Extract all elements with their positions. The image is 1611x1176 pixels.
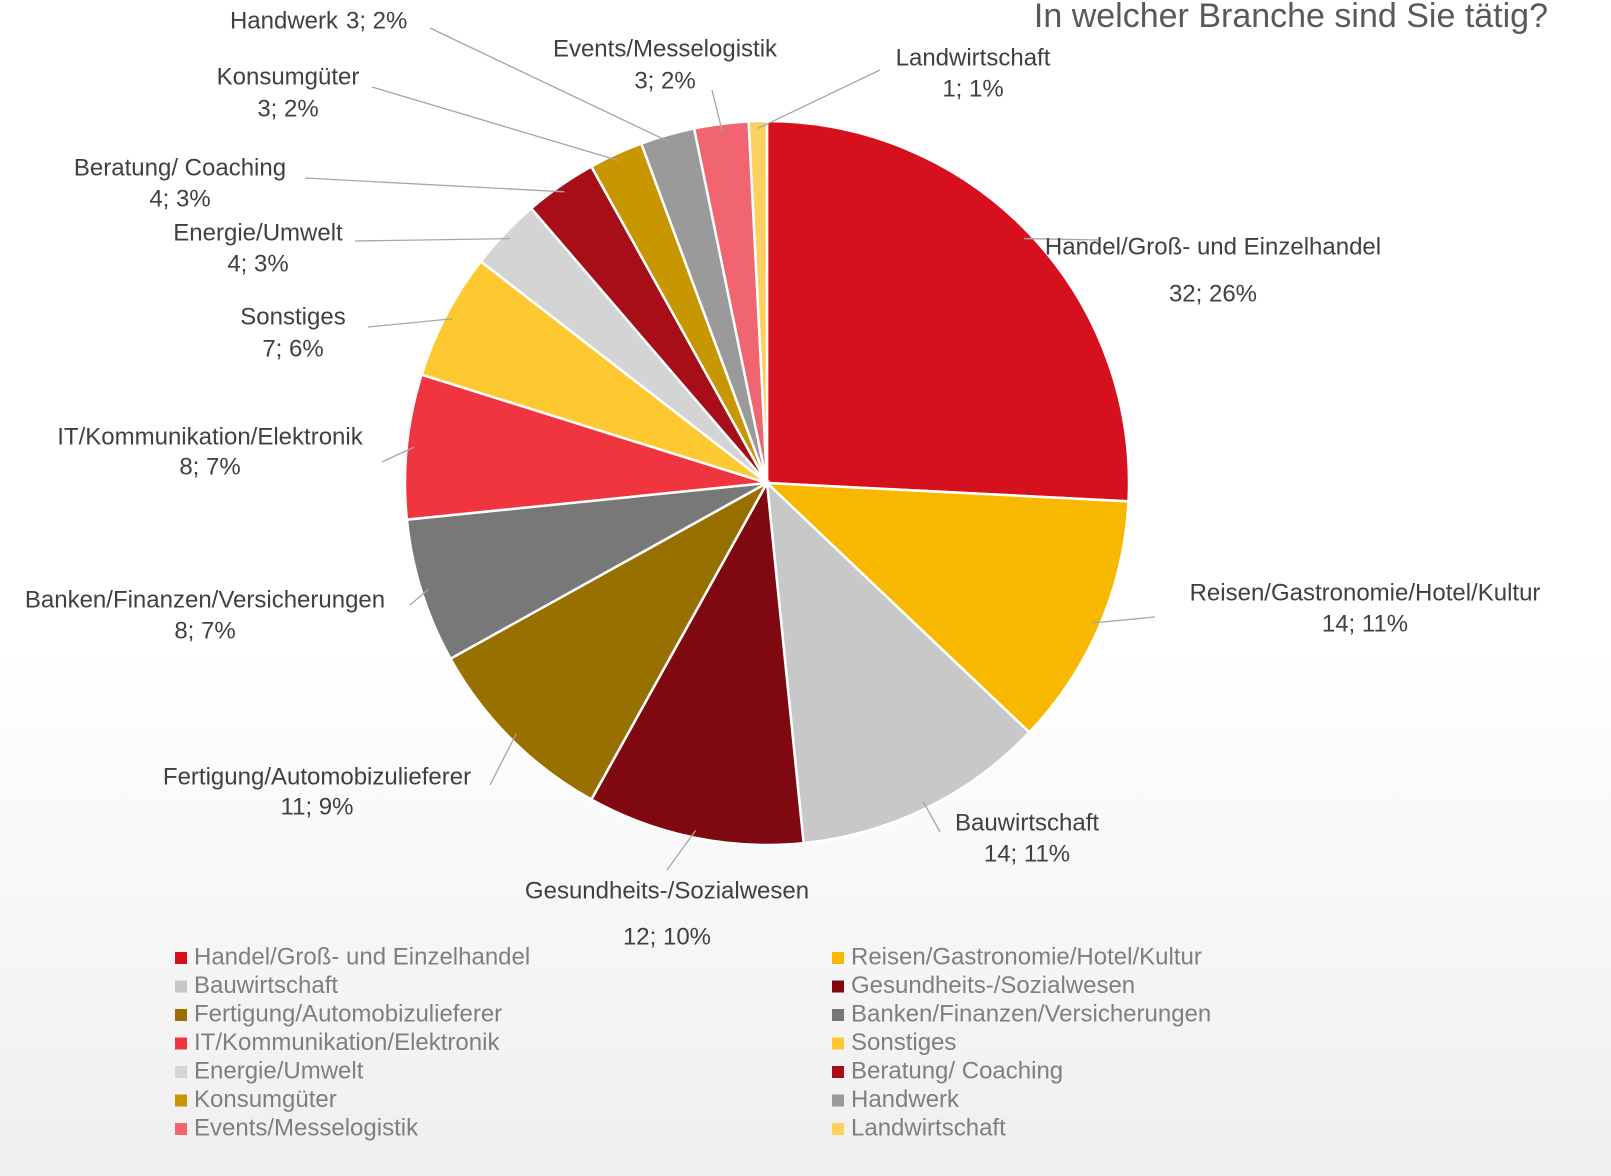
chart-title: In welcher Branche sind Sie tätig? [1034,0,1548,35]
legend-label: Energie/Umwelt [194,1057,364,1084]
legend-swatch [832,952,844,964]
leader-line [757,69,881,129]
legend-swatch [175,980,187,993]
data-label-name: IT/Kommunikation/Elektronik [57,423,363,450]
legend-swatch [832,1066,844,1078]
data-label-value: 1; 1% [942,75,1003,102]
legend-label: Banken/Finanzen/Versicherungen [851,1000,1211,1027]
leader-line [1024,237,1101,241]
data-label-name: Beratung/ Coaching [74,154,286,181]
data-label-name: Reisen/Gastronomie/Hotel/Kultur [1190,579,1541,606]
leader-line [409,588,429,606]
data-label-value: 7; 6% [262,335,323,362]
data-label-name: Bauwirtschaft [955,809,1099,836]
data-label-value: 8; 7% [179,453,240,480]
legend-label: Konsumgüter [194,1086,337,1113]
pie-slice [420,259,768,485]
legend-swatch [175,952,187,964]
data-label-value: 4; 3% [227,250,288,277]
data-label-value: 12; 10% [623,923,711,950]
data-label-name: Handel/Groß- und Einzelhandel [1045,233,1381,260]
data-label-name: Energie/Umwelt [173,219,343,246]
data-label-value: 3; 2% [346,7,407,34]
legend-swatch [832,980,844,993]
leader-line [371,86,620,162]
data-label-value: 14; 11% [984,840,1070,867]
pie-slice [448,479,771,802]
leader-line [381,446,415,463]
legend-label: Beratung/ Coaching [851,1057,1063,1084]
legend-swatch [175,1009,187,1021]
legend-label: Handel/Groß- und Einzelhandel [194,943,530,970]
pie-slice [747,119,769,484]
data-label-name: Fertigung/Automobizulieferer [163,763,471,790]
data-label-value: 8; 7% [174,617,235,644]
data-label-value: 11; 9% [281,793,354,820]
legend-label: Bauwirtschaft [194,972,338,999]
legend-label: Gesundheits-/Sozialwesen [851,972,1135,999]
legend-label: Fertigung/Automobizulieferer [194,1000,502,1027]
data-label-value: 3; 2% [257,95,318,122]
leader-line [429,27,670,143]
data-label-value: 4; 3% [149,185,210,212]
data-label-name: Konsumgüter [217,63,360,90]
pie-slice [405,481,768,661]
legend-label: Reisen/Gastronomie/Hotel/Kultur [851,943,1202,970]
data-label-value: 32; 26% [1169,280,1257,307]
pie-slice [765,119,1131,503]
data-label-value: 3; 2% [634,67,695,94]
legend-swatch [832,1009,844,1021]
legend-swatch [175,1066,187,1078]
legend-label: Landwirtschaft [851,1114,1006,1141]
data-label-name: Sonstiges [240,303,345,330]
leader-line [922,801,941,833]
legend-swatch [832,1123,844,1135]
data-label-name: Gesundheits-/Sozialwesen [525,877,809,904]
legend-label: Handwerk [851,1086,960,1113]
legend-label: Events/Messelogistik [194,1114,419,1141]
legend-swatch [175,1037,187,1050]
leader-line [666,830,697,871]
pie-slice [403,373,768,521]
data-label-name: Events/Messelogistik [553,35,778,62]
legend-label: Sonstiges [851,1029,956,1056]
pie-slice [763,481,1130,735]
legend-swatch [175,1123,187,1135]
leader-line [367,318,453,328]
legend-swatch [832,1094,844,1107]
leader-line [304,177,565,193]
leader-line [354,237,510,242]
pie-slice [589,478,805,847]
leader-line [1092,616,1156,624]
data-label-name: Banken/Finanzen/Versicherungen [25,586,385,613]
data-label-name: Handwerk [230,7,339,34]
legend-label: IT/Kommunikation/Elektronik [194,1029,500,1056]
legend-swatch [832,1037,844,1050]
legend-swatch [175,1094,187,1107]
data-label-value: 14; 11% [1322,610,1408,637]
data-label-name: Landwirtschaft [896,44,1051,71]
leader-line [711,89,723,132]
leader-line [489,733,517,786]
